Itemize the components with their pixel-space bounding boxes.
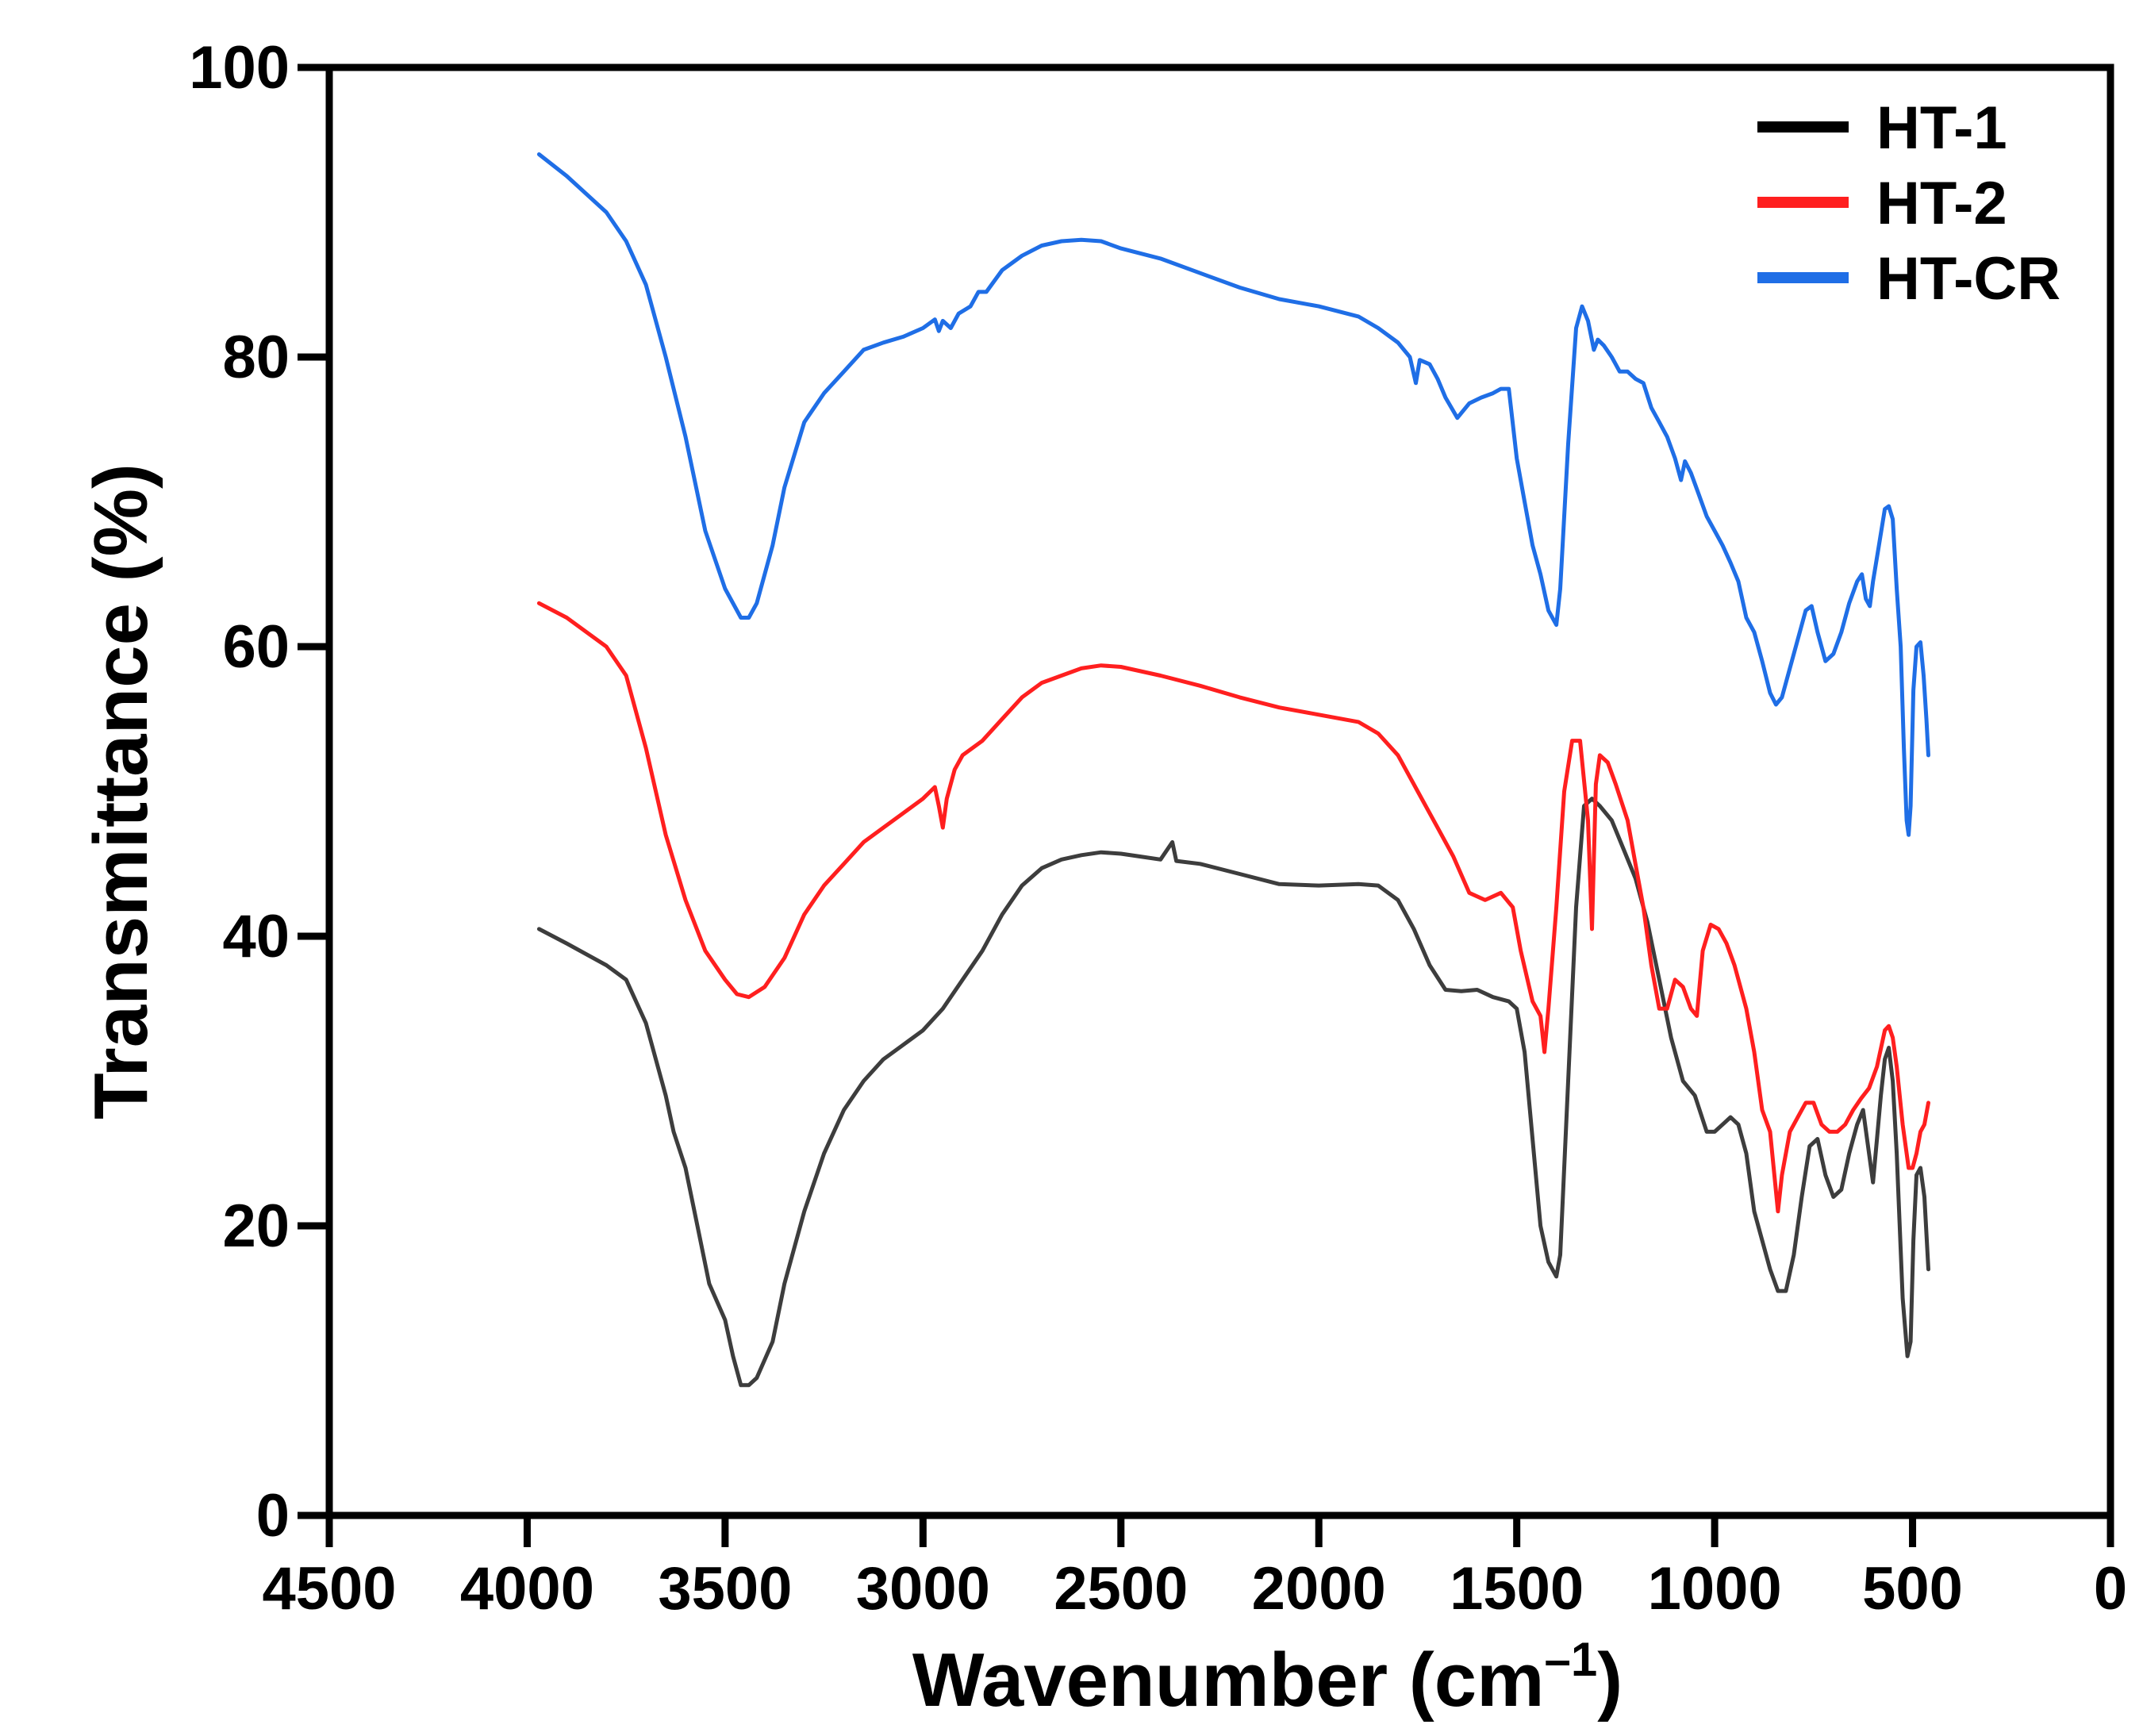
legend-label-ht-2: HT-2 [1876, 170, 2007, 237]
x-tick-label: 4000 [460, 1555, 594, 1623]
x-tick-label: 2000 [1252, 1555, 1386, 1623]
x-tick-label: 2500 [1054, 1555, 1188, 1623]
axes-layer [325, 63, 2114, 1519]
x-tick-label: 1000 [1648, 1555, 1782, 1623]
x-axis-title: Wavenumber (cm–1) [912, 1633, 1623, 1723]
y-tick-label: 100 [189, 34, 290, 102]
x-tick-label: 4500 [262, 1555, 396, 1623]
y-tick-label: 0 [256, 1482, 290, 1550]
y-tick-label: 60 [222, 613, 290, 681]
y-tick-label: 20 [222, 1193, 290, 1260]
series-layer [536, 152, 1930, 1388]
ticks-layer: 0 20 40 60 80 100 4500 4000 3500 3000 2500 2000 1500… [189, 34, 2127, 1623]
series-line-ht-2 [536, 601, 1930, 1214]
y-axis-title: Transmittance (%) [79, 463, 163, 1120]
x-tick-label: 3000 [856, 1555, 990, 1623]
legend-label-ht-cr: HT-CR [1876, 245, 2060, 313]
x-tick-label: 1500 [1450, 1555, 1584, 1623]
series-line-ht-cr [536, 152, 1930, 837]
legend-label-ht-1: HT-1 [1876, 94, 2007, 162]
x-tick-label: 0 [2094, 1555, 2127, 1623]
x-axis-title-suffix: ) [1597, 1638, 1623, 1723]
legend: HT-1 HT-2 HT-CR [1757, 94, 2060, 313]
y-tick-label: 40 [222, 903, 290, 970]
y-tick-label: 80 [222, 324, 290, 391]
plot-frame [325, 63, 2114, 1519]
series-line-ht-1 [536, 797, 1930, 1388]
x-axis-title-main: Wavenumber (cm [912, 1638, 1545, 1723]
x-axis-title-superscript: –1 [1544, 1633, 1597, 1686]
x-tick-label: 500 [1862, 1555, 1963, 1623]
x-tick-label: 3500 [658, 1555, 792, 1623]
